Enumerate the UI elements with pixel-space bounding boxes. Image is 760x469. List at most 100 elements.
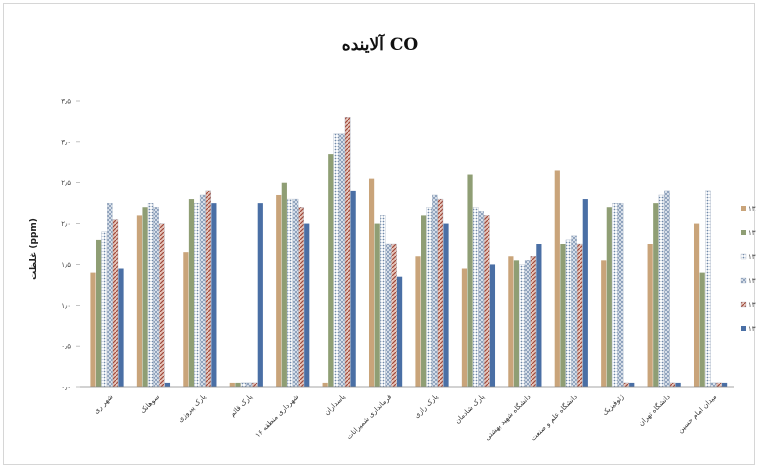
bar-6 <box>536 244 542 387</box>
bar-1 <box>601 260 607 387</box>
bar-series-group <box>90 117 728 388</box>
bar-3 <box>333 133 340 388</box>
y-tick-label: ۲٫۵ <box>61 179 71 187</box>
y-axis-ticks: ۰٫۰ ۰٫۵ ۱٫۰ ۱٫۵ ۲٫۰ ۲٫۵ ۳٫۰ ۳٫۵ <box>61 98 80 392</box>
chart-frame: آلاینده CO غلظت (ppm) ۰٫۰ ۰٫۵ ۱٫۰ ۱٫۵ ۲٫۰ ۲٫۵… <box>3 3 756 465</box>
bar-4 <box>339 133 345 388</box>
category-label: میدان امام حسین <box>676 393 718 435</box>
bar-2 <box>421 215 427 387</box>
legend-swatch <box>740 253 747 260</box>
bar-1 <box>647 244 653 387</box>
y-tick-label: ۱٫۵ <box>61 261 71 269</box>
bar-2 <box>513 260 520 387</box>
legend-swatch <box>741 206 746 211</box>
bar-6 <box>396 276 403 387</box>
chart-title: آلاینده CO <box>342 33 419 55</box>
bar-4 <box>432 194 438 388</box>
bar-3 <box>287 198 293 388</box>
bar-4 <box>107 202 113 388</box>
bar-6 <box>489 264 496 387</box>
bar-6 <box>629 382 635 387</box>
category-label: پارک شادمان <box>453 393 486 426</box>
bar-6 <box>350 190 356 387</box>
bar-6 <box>582 199 588 387</box>
legend-label: ۱۳۹۲ <box>748 277 756 285</box>
category-label: شهر ری <box>92 393 115 416</box>
category-label: دانشگاه علم و صنعت <box>528 392 579 443</box>
legend-label: ۱۳۹۱ <box>748 253 756 261</box>
bar-5 <box>205 190 212 388</box>
bar-2 <box>188 199 195 387</box>
bar-6 <box>118 268 124 387</box>
bar-2 <box>653 203 659 387</box>
bar-1 <box>183 252 189 387</box>
bar-1 <box>461 268 468 387</box>
legend-label: ۱۳۹۴ <box>748 325 756 333</box>
bar-1 <box>508 256 514 387</box>
bar-3 <box>380 215 386 388</box>
bar-6 <box>721 382 728 387</box>
y-tick-label: ۲٫۰ <box>61 220 71 228</box>
bar-3 <box>519 264 525 388</box>
category-label: پارک قائم <box>228 393 254 419</box>
bar-2 <box>374 223 380 387</box>
legend-label: ۱۳۹۰ <box>748 229 756 237</box>
bar-5 <box>159 223 165 388</box>
category-label: سوهانک <box>139 393 161 415</box>
bar-4 <box>246 382 252 388</box>
bar-4 <box>664 190 670 388</box>
bar-2 <box>606 207 612 387</box>
bar-3 <box>658 194 665 388</box>
bar-5 <box>251 382 258 388</box>
bar-4 <box>385 243 392 388</box>
bar-2 <box>328 154 334 387</box>
bar-1 <box>90 272 96 387</box>
bar-6 <box>443 223 449 387</box>
bar-5 <box>623 382 629 388</box>
bar-1 <box>136 215 143 387</box>
legend: ۱۳۸۹ ۱۳۹۰ ۱۳۹۱ ۱۳۹۲ ۱۳۹۳ ۱۳۹۴ <box>740 205 756 333</box>
bar-5 <box>530 256 537 388</box>
bar-6 <box>675 382 681 387</box>
y-tick-label: ۱٫۰ <box>61 302 71 310</box>
category-label: شهرداری منطقه ۱۶ <box>254 393 301 440</box>
bar-1 <box>693 223 700 387</box>
bar-4 <box>524 260 531 388</box>
bar-2 <box>699 272 705 387</box>
category-label: فرمانداری شمیرانات <box>345 393 393 441</box>
chart-svg: آلاینده CO غلظت (ppm) ۰٫۰ ۰٫۵ ۱٫۰ ۱٫۵ ۲٫۰ ۲٫۵… <box>29 33 756 443</box>
bar-5 <box>391 243 397 388</box>
category-label: دانشگاه تهران <box>636 392 672 428</box>
y-tick-label: ۰٫۵ <box>61 343 71 351</box>
bar-5 <box>437 198 444 388</box>
legend-swatch <box>741 230 746 235</box>
bar-6 <box>164 382 171 387</box>
bar-4 <box>710 382 717 388</box>
legend-label: ۱۳۹۳ <box>748 301 756 309</box>
bar-1 <box>322 382 328 387</box>
category-label: ژئوفیزیک <box>601 392 626 417</box>
bar-5 <box>576 243 583 388</box>
bar-3 <box>147 202 154 388</box>
bar-5 <box>298 207 304 388</box>
bar-1 <box>229 382 235 387</box>
y-axis-label: غلظت (ppm) <box>29 218 39 280</box>
bar-2 <box>142 207 148 387</box>
bar-4 <box>292 198 299 388</box>
y-tick-label: ۳٫۵ <box>61 98 71 106</box>
bar-6 <box>304 223 310 387</box>
bar-4 <box>617 202 624 388</box>
bar-1 <box>276 194 282 387</box>
bar-6 <box>211 203 217 387</box>
bar-4 <box>478 211 484 388</box>
bar-4 <box>153 207 159 388</box>
legend-swatch <box>740 277 747 284</box>
bar-3 <box>612 202 618 388</box>
category-label: پارک پیروزی <box>176 393 207 424</box>
bar-2 <box>281 182 287 387</box>
bar-3 <box>472 207 479 388</box>
bar-4 <box>199 194 206 388</box>
bar-5 <box>484 215 490 388</box>
bar-5 <box>669 382 676 388</box>
bar-1 <box>554 170 560 387</box>
